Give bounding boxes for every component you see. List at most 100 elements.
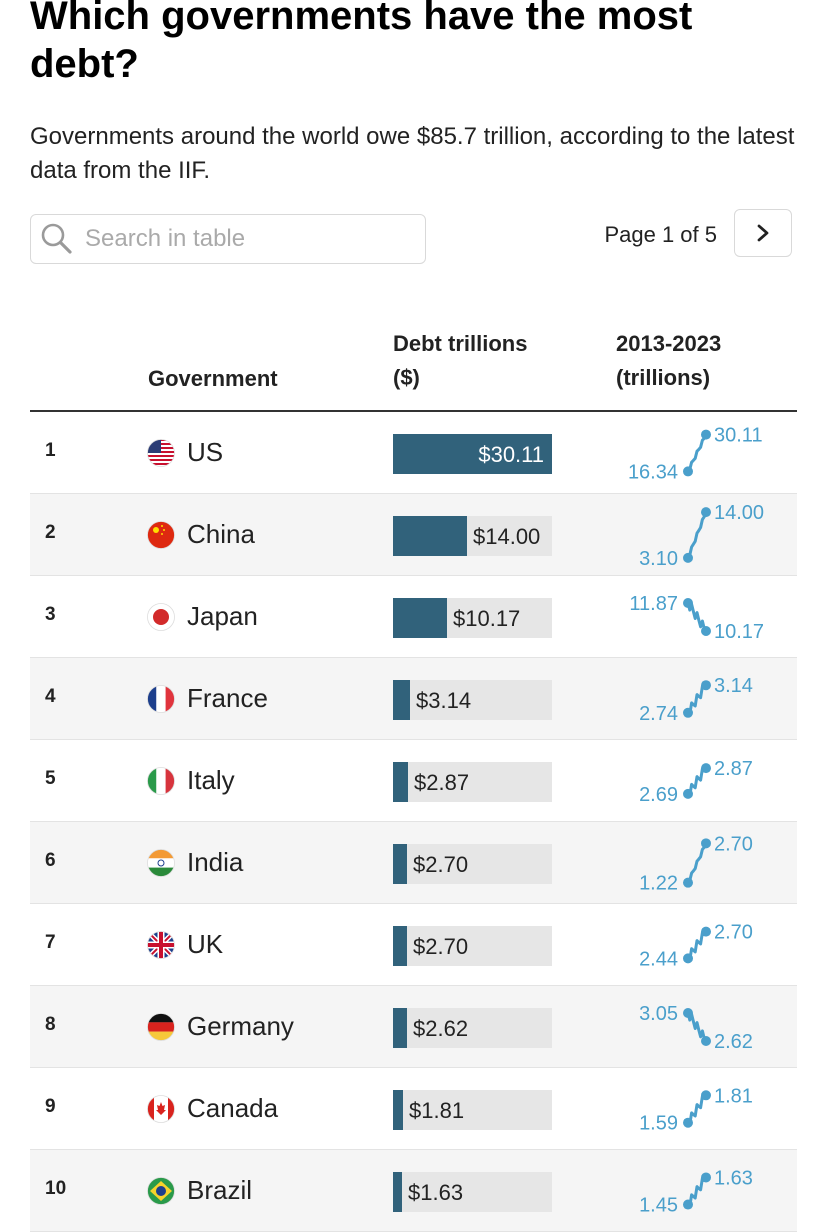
column-header-debt-line2: ($) xyxy=(393,365,420,390)
trend-end-point xyxy=(701,763,711,774)
country-name: France xyxy=(187,683,268,713)
column-header-trend-line2: (trillions) xyxy=(616,365,711,390)
trend-sparkline: 1.45 1.63 xyxy=(639,1167,753,1216)
country-name: Japan xyxy=(187,601,258,631)
trend-end-point xyxy=(701,507,711,518)
table-row: 5 Italy $2.87 2.69 2.87 xyxy=(30,740,797,822)
trend-start-point xyxy=(683,597,693,608)
debt-bar xyxy=(393,1172,402,1212)
trend-sparkline: 3.10 14.00 xyxy=(639,502,764,570)
uk-flag-icon xyxy=(147,931,175,959)
country-name: China xyxy=(187,519,255,549)
page-title: Which governments have the most debt? xyxy=(30,0,693,86)
search-box[interactable] xyxy=(30,214,426,264)
rank-cell: 6 xyxy=(45,850,56,871)
trend-start-point xyxy=(683,877,693,888)
debt-bar-track: $2.87 xyxy=(393,762,552,802)
trend-end-label: 3.14 xyxy=(714,675,753,697)
trend-start-point xyxy=(683,707,693,718)
debt-value-label: $1.81 xyxy=(409,1098,465,1123)
trend-sparkline: 2.44 2.70 xyxy=(639,922,753,971)
trend-end-point xyxy=(701,429,711,440)
country-name: India xyxy=(187,847,244,877)
trend-start-point xyxy=(683,466,693,477)
table-row: 3 Japan $10.17 11.87 10.17 xyxy=(30,576,797,658)
trend-end-point xyxy=(701,680,711,691)
column-header-debt-line1: Debt trillions xyxy=(393,331,528,356)
trend-line xyxy=(686,433,708,473)
next-page-button[interactable] xyxy=(734,209,792,257)
debt-value-label: $2.62 xyxy=(413,1016,469,1041)
column-header-debt[interactable]: Debt trillions ($) xyxy=(393,327,527,395)
column-header-trend: 2013-2023 (trillions) xyxy=(616,327,721,395)
debt-bar-track: $30.11 xyxy=(393,434,552,474)
debt-value-label: $2.70 xyxy=(413,934,469,959)
debt-bar xyxy=(393,516,467,556)
japan-flag-icon xyxy=(147,603,175,631)
country-name: UK xyxy=(187,929,224,959)
trend-start-point xyxy=(683,1117,693,1128)
trend-start-label: 2.69 xyxy=(639,784,678,806)
rank-cell: 2 xyxy=(45,522,56,543)
trend-end-point xyxy=(701,1035,711,1046)
trend-start-label: 16.34 xyxy=(628,461,678,483)
rank-cell: 9 xyxy=(45,1096,56,1117)
trend-start-label: 2.74 xyxy=(639,703,678,725)
debt-bar xyxy=(393,844,407,884)
trend-start-label: 3.10 xyxy=(639,548,678,570)
debt-bar xyxy=(393,598,447,638)
trend-start-label: 11.87 xyxy=(629,593,678,615)
table-row: 9 Canada $1.81 1.59 1.81 xyxy=(30,1068,797,1150)
debt-bar-track: $3.14 xyxy=(393,680,552,720)
debt-bar xyxy=(393,1008,407,1048)
trend-end-label: 30.11 xyxy=(714,425,763,447)
brazil-flag-icon xyxy=(147,1177,175,1205)
debt-bar-track: $1.81 xyxy=(393,1090,552,1130)
china-flag-icon xyxy=(147,521,175,549)
trend-sparkline: 2.74 3.14 xyxy=(639,675,753,725)
rank-cell: 10 xyxy=(45,1178,67,1199)
chevron-right-icon xyxy=(757,224,769,242)
debt-bar xyxy=(393,680,410,720)
trend-start-point xyxy=(683,788,693,799)
trend-sparkline: 3.05 2.62 xyxy=(639,1003,753,1053)
trend-sparkline: 16.34 30.11 xyxy=(628,425,763,484)
debt-bar xyxy=(393,762,408,802)
trend-start-point xyxy=(683,552,693,563)
debt-bar xyxy=(393,434,552,474)
trend-end-label: 14.00 xyxy=(714,502,764,524)
country-name: Canada xyxy=(187,1093,279,1123)
canada-flag-icon xyxy=(147,1095,175,1123)
debt-value-label: $2.87 xyxy=(414,770,470,795)
trend-end-label: 1.81 xyxy=(714,1085,753,1107)
table-row: 8 Germany $2.62 3.05 2.62 xyxy=(30,986,797,1068)
debt-bar xyxy=(393,926,407,966)
country-name: US xyxy=(187,437,224,467)
trend-end-label: 10.17 xyxy=(714,621,764,643)
rank-cell: 3 xyxy=(45,604,56,625)
debt-value-label: $14.00 xyxy=(473,524,541,549)
column-header-government[interactable]: Government xyxy=(148,366,278,391)
debt-value-label: $2.70 xyxy=(413,852,469,877)
column-header-trend-line1: 2013-2023 xyxy=(616,331,722,356)
search-input[interactable] xyxy=(83,224,407,254)
trend-end-point xyxy=(701,838,711,849)
trend-start-label: 1.59 xyxy=(639,1113,678,1135)
country-name: Germany xyxy=(187,1011,294,1041)
rank-cell: 1 xyxy=(45,440,56,461)
trend-end-point xyxy=(701,926,711,937)
country-name: Italy xyxy=(187,765,235,795)
debt-bar-track: $2.62 xyxy=(393,1008,552,1048)
trend-end-label: 2.70 xyxy=(714,833,753,855)
debt-bar-track: $2.70 xyxy=(393,844,552,884)
table-row: 7 UK $2.70 2.44 2.70 xyxy=(30,904,797,986)
rank-cell: 5 xyxy=(45,768,56,789)
trend-end-label: 2.70 xyxy=(714,922,753,944)
country-name: Brazil xyxy=(187,1175,253,1205)
debt-bar-track: $2.70 xyxy=(393,926,552,966)
trend-start-point xyxy=(683,953,693,964)
india-flag-icon xyxy=(147,849,175,877)
trend-end-label: 2.87 xyxy=(714,758,753,780)
search-icon xyxy=(41,223,72,254)
us-flag-icon xyxy=(147,439,175,467)
